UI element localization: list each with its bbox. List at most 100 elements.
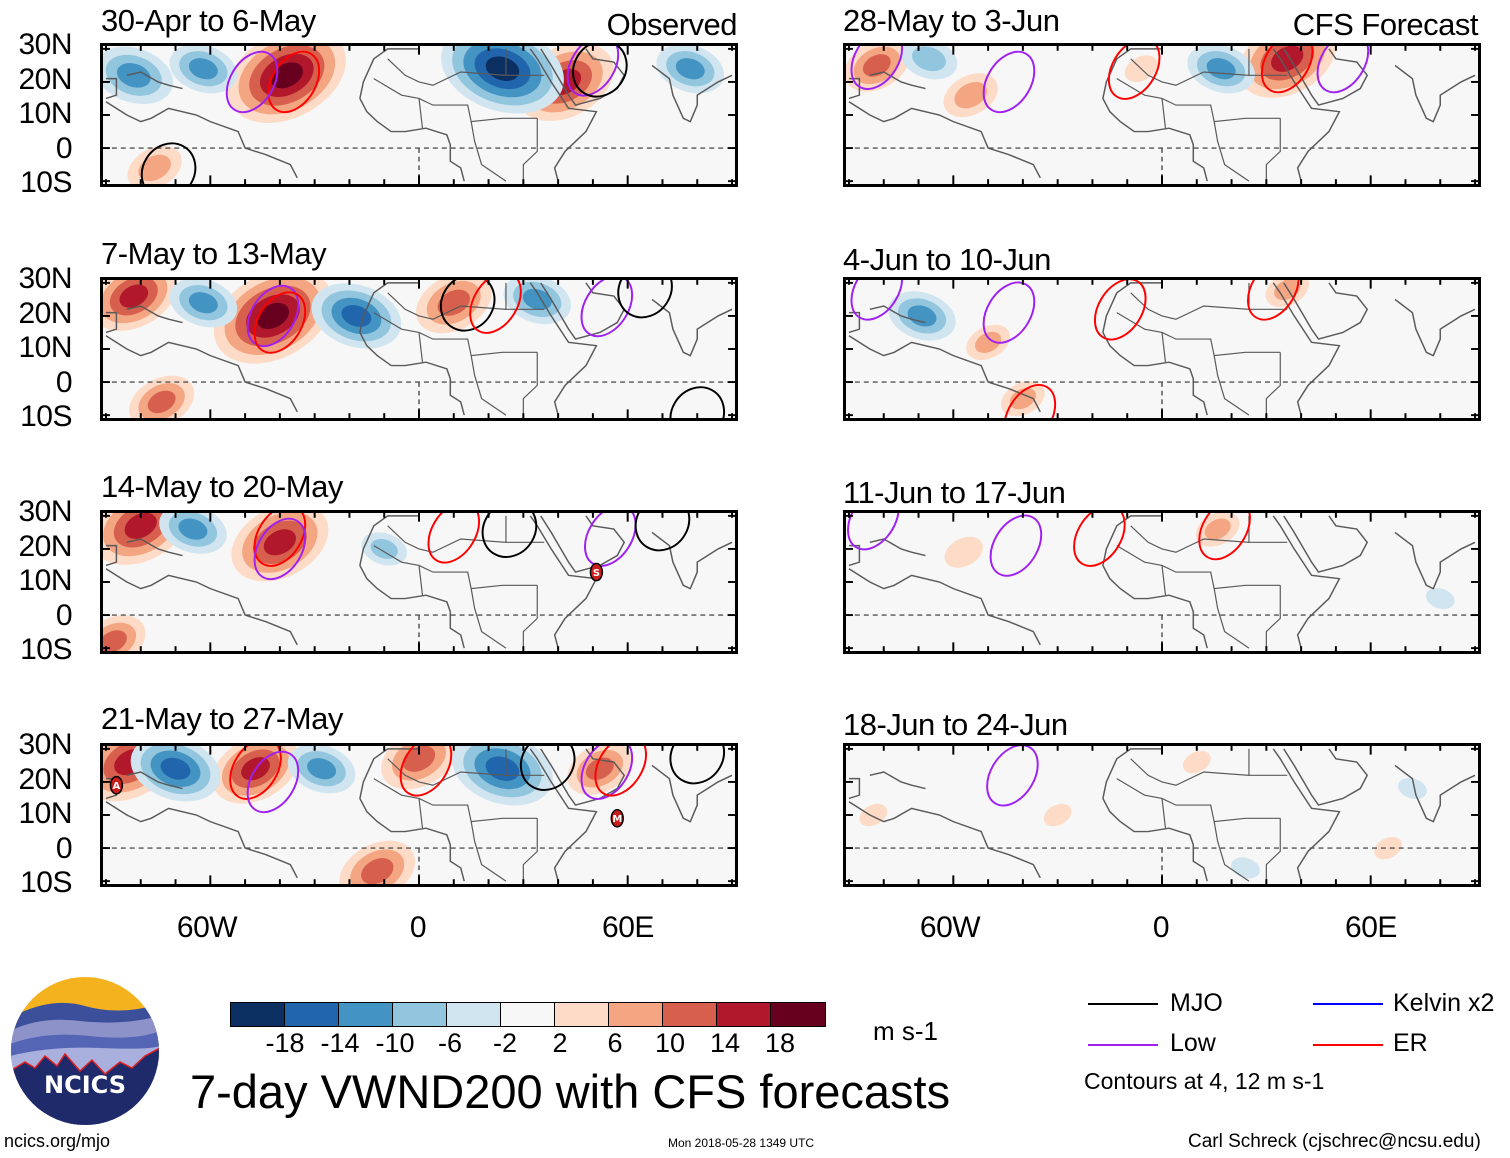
country-border bbox=[1116, 545, 1281, 590]
lat-tick-label: 10N bbox=[18, 331, 72, 364]
anomaly-shading bbox=[1182, 750, 1211, 774]
logo-text: NCICS bbox=[44, 1071, 126, 1099]
anomaly-shading bbox=[1425, 587, 1455, 610]
legend-swatch-er bbox=[1313, 1044, 1383, 1046]
contour-mjo bbox=[669, 386, 726, 418]
contour-low bbox=[850, 280, 904, 321]
lat-tick-label: 30N bbox=[18, 262, 72, 295]
contour-er bbox=[427, 513, 481, 564]
country-border bbox=[418, 565, 424, 596]
storm-marker-icon bbox=[589, 562, 604, 582]
legend-label-low: Low bbox=[1170, 1029, 1216, 1057]
coastline bbox=[651, 64, 733, 123]
country-border bbox=[470, 355, 507, 416]
anomaly-shading bbox=[256, 302, 290, 329]
coastline bbox=[126, 71, 183, 90]
panel-title: 28-May to 3-Jun bbox=[843, 3, 1060, 38]
cfs-forecast-label: CFS Forecast bbox=[1292, 7, 1479, 42]
coastline bbox=[651, 764, 733, 823]
coastline bbox=[105, 568, 298, 646]
ncics-logo: NCICS bbox=[10, 976, 160, 1126]
anomaly-shading bbox=[1043, 803, 1072, 827]
country-border bbox=[1116, 312, 1281, 357]
legend-swatch-kelvin bbox=[1313, 1003, 1383, 1005]
anomaly-shading bbox=[862, 54, 891, 77]
coastline bbox=[105, 311, 118, 334]
lat-tick-label: 10S bbox=[20, 166, 72, 199]
coastline bbox=[1102, 48, 1162, 99]
storm-marker-label: A bbox=[113, 781, 121, 792]
lat-tick-label: 10S bbox=[20, 400, 72, 433]
lat-tick-label: 0 bbox=[55, 131, 73, 165]
contour-mjo bbox=[634, 513, 691, 552]
anomaly-shading bbox=[437, 289, 470, 316]
coastline bbox=[529, 282, 598, 416]
country-border bbox=[522, 818, 538, 882]
legend-label-mjo: MJO bbox=[1170, 989, 1223, 1017]
anomaly-shading bbox=[188, 292, 218, 314]
country-border bbox=[373, 778, 538, 823]
contour-er bbox=[1073, 513, 1126, 567]
country-border bbox=[522, 352, 538, 416]
coastline bbox=[848, 101, 1041, 179]
coastline bbox=[359, 515, 419, 566]
coastline bbox=[869, 305, 926, 324]
contour-low bbox=[566, 46, 620, 97]
contour-low bbox=[580, 746, 634, 800]
coastline bbox=[126, 771, 183, 790]
colorbar-swatch bbox=[555, 1003, 609, 1026]
country-border bbox=[522, 118, 538, 182]
contour-er bbox=[229, 746, 282, 800]
anomaly-shading bbox=[361, 858, 394, 884]
coastline bbox=[1102, 565, 1208, 649]
colorbar-tick-label: -14 bbox=[320, 1028, 360, 1058]
colorbar-tick-label: 6 bbox=[607, 1028, 623, 1058]
panel-title: 30-Apr to 6-May bbox=[101, 3, 316, 38]
coastline bbox=[359, 282, 419, 333]
coastline bbox=[359, 565, 465, 649]
colorbar-swatch bbox=[771, 1003, 825, 1026]
lat-tick-label: 10N bbox=[18, 797, 72, 830]
colorbar-swatch bbox=[609, 1003, 663, 1026]
anomaly-shading bbox=[1204, 518, 1231, 540]
anomaly-shading bbox=[675, 58, 705, 80]
colorbar-swatch bbox=[231, 1003, 285, 1026]
coastline bbox=[105, 101, 298, 179]
coastline bbox=[848, 568, 1041, 646]
contour-low bbox=[1316, 46, 1370, 94]
contour-low bbox=[246, 750, 300, 814]
coastline bbox=[651, 298, 733, 357]
coastline bbox=[105, 77, 118, 100]
coastline bbox=[359, 332, 465, 416]
anomaly-shading bbox=[907, 305, 937, 327]
country-border bbox=[418, 332, 424, 363]
lat-tick-label: 0 bbox=[55, 598, 73, 632]
country-border bbox=[522, 585, 538, 649]
country-border bbox=[1116, 78, 1281, 123]
colorbar bbox=[230, 1002, 826, 1027]
legend-swatch-low bbox=[1088, 1044, 1158, 1046]
storm-marker-icon bbox=[109, 775, 124, 795]
contour-low bbox=[847, 513, 900, 551]
country-border bbox=[1265, 352, 1281, 416]
contour-low bbox=[989, 514, 1043, 577]
lon-tick-0: 0 bbox=[1152, 911, 1170, 944]
colorbar-tick-label: -2 bbox=[492, 1028, 517, 1058]
anomaly-shading bbox=[263, 529, 297, 556]
lat-tick-label: 0 bbox=[55, 365, 73, 399]
figure-title: 7-day VWND200 with CFS forecasts bbox=[190, 1065, 951, 1118]
map-panel bbox=[843, 743, 1481, 887]
map-panel bbox=[100, 277, 738, 421]
country-border bbox=[1161, 332, 1167, 363]
coastline bbox=[848, 777, 861, 800]
coastline bbox=[359, 48, 419, 99]
coastline bbox=[126, 305, 183, 324]
country-border bbox=[373, 312, 538, 357]
storm-marker-icon bbox=[610, 808, 624, 828]
site-link[interactable]: ncics.org/mjo bbox=[4, 1131, 111, 1151]
contour-low bbox=[982, 50, 1036, 114]
anomaly-shading bbox=[1374, 836, 1402, 860]
colorbar-tick-label: 14 bbox=[709, 1028, 741, 1058]
country-border bbox=[1265, 585, 1281, 649]
